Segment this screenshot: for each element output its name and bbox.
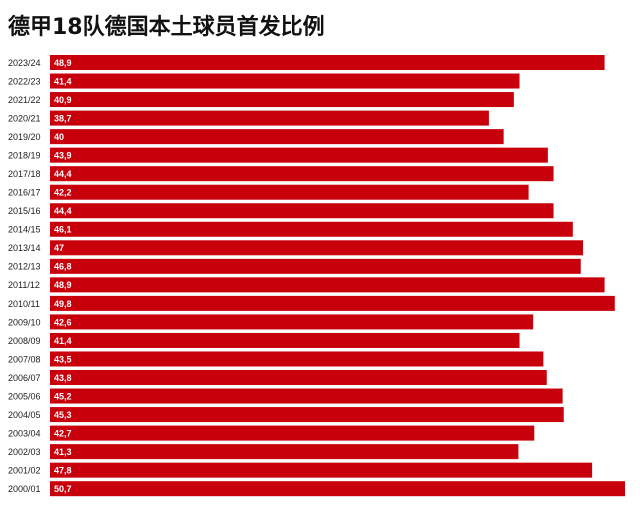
value-label: 45,2 bbox=[54, 391, 72, 401]
bar bbox=[50, 295, 615, 311]
value-label: 42,7 bbox=[54, 428, 72, 438]
y-tick-label: 2011/12 bbox=[8, 280, 40, 290]
y-tick-label: 2017/18 bbox=[8, 169, 41, 179]
y-tick-label: 2001/02 bbox=[8, 466, 41, 476]
y-tick-label: 2018/19 bbox=[8, 151, 41, 161]
bar bbox=[50, 277, 605, 293]
bar bbox=[50, 407, 564, 423]
value-label: 48,9 bbox=[54, 280, 72, 290]
bar bbox=[50, 92, 514, 108]
value-label: 50,7 bbox=[54, 484, 72, 494]
value-label: 43,9 bbox=[54, 151, 72, 161]
value-label: 46,1 bbox=[54, 225, 72, 235]
bar bbox=[50, 73, 520, 89]
value-label: 46,8 bbox=[54, 262, 72, 272]
bar bbox=[50, 462, 593, 478]
bar bbox=[50, 129, 504, 145]
bar bbox=[50, 166, 554, 182]
value-label: 40 bbox=[54, 132, 64, 142]
bar bbox=[50, 425, 535, 441]
y-tick-label: 2012/13 bbox=[8, 262, 41, 272]
bar bbox=[50, 444, 519, 460]
value-label: 43,5 bbox=[54, 354, 72, 364]
y-tick-label: 2010/11 bbox=[8, 299, 40, 309]
bar bbox=[50, 203, 554, 219]
y-tick-label: 2020/21 bbox=[8, 113, 41, 123]
y-tick-label: 2016/17 bbox=[8, 188, 41, 198]
value-label: 47,8 bbox=[54, 466, 72, 476]
y-tick-label: 2023/24 bbox=[8, 58, 41, 68]
bar bbox=[50, 388, 563, 404]
y-tick-label: 2006/07 bbox=[8, 373, 41, 383]
bar bbox=[50, 481, 625, 497]
y-tick-label: 2013/14 bbox=[8, 243, 41, 253]
y-tick-label: 2021/22 bbox=[8, 95, 41, 105]
y-tick-label: 2005/06 bbox=[8, 391, 41, 401]
value-label: 41,4 bbox=[54, 76, 72, 86]
y-tick-label: 2000/01 bbox=[8, 484, 41, 494]
y-tick-label: 2002/03 bbox=[8, 447, 41, 457]
value-label: 42,2 bbox=[54, 188, 72, 198]
y-tick-label: 2008/09 bbox=[8, 336, 41, 346]
y-tick-label: 2004/05 bbox=[8, 410, 41, 420]
value-label: 44,4 bbox=[54, 206, 72, 216]
bar bbox=[50, 332, 520, 348]
y-tick-label: 2019/20 bbox=[8, 132, 41, 142]
bar bbox=[50, 351, 544, 367]
bar bbox=[50, 110, 489, 126]
bar bbox=[50, 184, 529, 200]
bar bbox=[50, 314, 534, 330]
bar bbox=[50, 221, 573, 237]
bar bbox=[50, 147, 548, 163]
value-label: 40,9 bbox=[54, 95, 72, 105]
y-tick-label: 2014/15 bbox=[8, 225, 41, 235]
chart-title: 德甲18队德国本土球员首发比例 bbox=[8, 14, 325, 40]
bar bbox=[50, 258, 581, 274]
bar bbox=[50, 370, 547, 386]
value-label: 43,8 bbox=[54, 373, 72, 383]
value-label: 44,4 bbox=[54, 169, 72, 179]
value-label: 41,4 bbox=[54, 336, 72, 346]
y-tick-label: 2022/23 bbox=[8, 76, 41, 86]
y-tick-label: 2015/16 bbox=[8, 206, 41, 216]
bar bbox=[50, 55, 605, 70]
value-label: 38,7 bbox=[54, 113, 72, 123]
value-label: 48,9 bbox=[54, 58, 72, 68]
value-label: 45,3 bbox=[54, 410, 72, 420]
y-tick-label: 2003/04 bbox=[8, 428, 41, 438]
value-label: 42,6 bbox=[54, 317, 72, 327]
value-label: 41,3 bbox=[54, 447, 72, 457]
y-tick-label: 2009/10 bbox=[8, 317, 41, 327]
value-label: 49,8 bbox=[54, 299, 72, 309]
value-label: 47 bbox=[54, 243, 64, 253]
bar bbox=[50, 240, 584, 256]
y-tick-label: 2007/08 bbox=[8, 354, 41, 364]
